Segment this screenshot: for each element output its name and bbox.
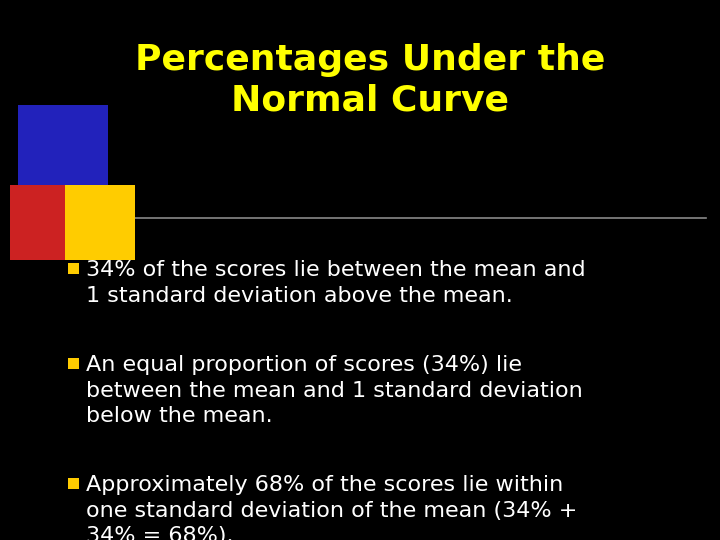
Text: Approximately 68% of the scores lie within
one standard deviation of the mean (3: Approximately 68% of the scores lie with… [86, 475, 577, 540]
Bar [10, 185, 90, 260]
Text: Percentages Under the
Normal Curve: Percentages Under the Normal Curve [135, 43, 606, 117]
Text: 34% of the scores lie between the mean and
1 standard deviation above the mean.: 34% of the scores lie between the mean a… [86, 260, 585, 306]
Bar [65, 185, 135, 260]
Bar [68, 263, 79, 274]
Bar [68, 478, 79, 489]
Text: An equal proportion of scores (34%) lie
between the mean and 1 standard deviatio: An equal proportion of scores (34%) lie … [86, 355, 582, 426]
Bar [18, 105, 108, 190]
Bar [68, 358, 79, 369]
